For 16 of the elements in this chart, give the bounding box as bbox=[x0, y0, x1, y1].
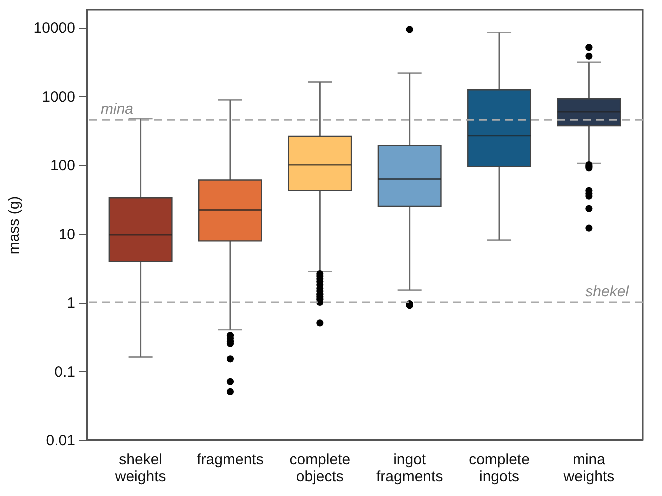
y-tick-label: 10 bbox=[58, 226, 76, 244]
y-tick-label: 0.01 bbox=[46, 432, 76, 450]
ref-line-label: mina bbox=[101, 101, 134, 118]
y-axis-title: mass (g) bbox=[6, 196, 23, 255]
x-tick-label: complete ingots bbox=[469, 452, 530, 486]
y-tick-label: 0.1 bbox=[54, 364, 76, 381]
y-tick-label: 1 bbox=[67, 295, 76, 312]
x-tick-label: mina weights bbox=[562, 452, 615, 486]
x-tick-label: fragments bbox=[197, 452, 264, 468]
y-tick-label: 100 bbox=[50, 158, 76, 175]
y-tick-label: 1000 bbox=[42, 88, 76, 106]
x-tick-label: ingot fragments bbox=[376, 452, 444, 486]
y-tick-label: 10000 bbox=[34, 20, 76, 38]
x-tick-label: complete objects bbox=[290, 452, 351, 486]
ref-line-label: shekel bbox=[586, 284, 630, 301]
x-tick-label: shekel weights bbox=[114, 452, 166, 486]
